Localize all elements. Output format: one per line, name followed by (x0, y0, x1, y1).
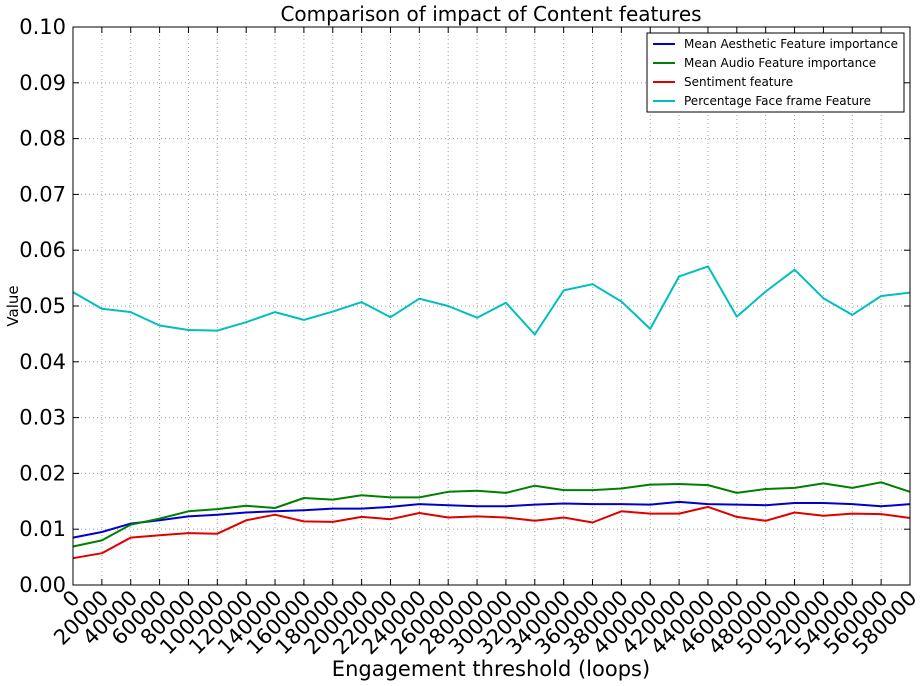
legend-items: Mean Aesthetic Feature importance Mean Au… (653, 37, 898, 108)
y-tick-label: 0.01 (19, 517, 66, 541)
y-tick-label: 0.07 (19, 182, 66, 206)
y-axis: 0.00 0.01 0.02 0.03 0.04 0.05 0.06 0.07 0.08 0.09… (19, 15, 66, 597)
y-tick-label: 0.00 (19, 573, 66, 597)
legend-label: Sentiment feature (684, 75, 793, 89)
y-tick-label: 0.10 (19, 15, 66, 39)
y-tick-label: 0.02 (19, 461, 66, 485)
y-axis-label: Value (4, 285, 22, 326)
axis-ticks (72, 26, 911, 586)
legend-box (646, 32, 905, 113)
series-line (72, 500, 911, 539)
series-line (72, 505, 911, 560)
y-tick-label: 0.03 (19, 406, 66, 430)
y-tick-label: 0.09 (19, 71, 66, 95)
y-tick-label: 0.06 (19, 238, 66, 262)
series-lines (72, 265, 911, 560)
chart-title: Comparison of impact of Content features (280, 2, 701, 26)
y-tick-label: 0.05 (19, 294, 66, 318)
series-line (72, 481, 911, 548)
legend-label: Percentage Face frame Feature (684, 94, 871, 108)
y-tick-label: 0.08 (19, 127, 66, 151)
x-axis-label: Engagement threshold (loops) (332, 657, 650, 681)
y-tick-label: 0.04 (19, 350, 66, 374)
grid-lines (73, 27, 910, 585)
legend: Mean Aesthetic Feature importance Mean Au… (646, 32, 905, 113)
legend-label: Mean Audio Feature importance (684, 56, 876, 70)
x-axis: 0200004000060000800001000001200001400001… (49, 586, 921, 660)
series-line (72, 265, 911, 336)
legend-label: Mean Aesthetic Feature importance (684, 37, 898, 51)
